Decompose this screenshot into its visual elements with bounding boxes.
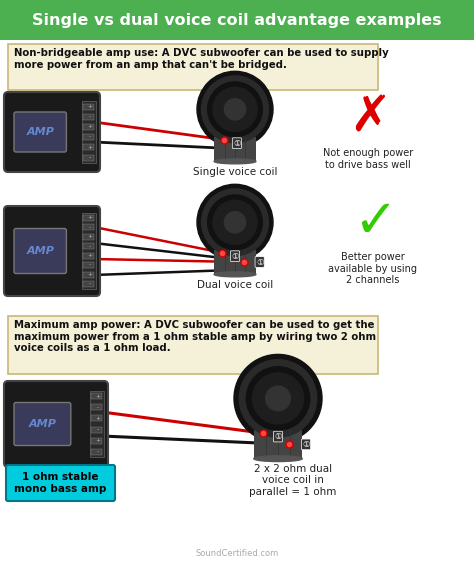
FancyBboxPatch shape	[82, 213, 96, 289]
Text: Dual voice coil: Dual voice coil	[197, 280, 273, 290]
Ellipse shape	[214, 272, 256, 277]
FancyBboxPatch shape	[4, 206, 100, 296]
Text: 1 ohm stable
mono bass amp: 1 ohm stable mono bass amp	[14, 472, 106, 494]
Text: +: +	[95, 416, 100, 421]
Circle shape	[197, 184, 273, 260]
Circle shape	[208, 195, 263, 249]
FancyBboxPatch shape	[83, 104, 94, 109]
Text: Non-bridgeable amp use: A DVC subwoofer can be used to supply
more power from an: Non-bridgeable amp use: A DVC subwoofer …	[14, 48, 389, 70]
FancyBboxPatch shape	[14, 112, 66, 152]
FancyBboxPatch shape	[83, 225, 94, 230]
Text: +: +	[87, 104, 92, 109]
Text: +: +	[87, 253, 92, 258]
FancyBboxPatch shape	[214, 249, 256, 274]
FancyBboxPatch shape	[91, 438, 102, 443]
Circle shape	[213, 200, 257, 244]
FancyBboxPatch shape	[91, 416, 102, 421]
Text: +: +	[87, 145, 92, 150]
Text: SoundCertified.com: SoundCertified.com	[195, 549, 279, 558]
Text: ①: ①	[302, 440, 310, 449]
FancyBboxPatch shape	[14, 403, 71, 446]
Text: ①: ①	[231, 252, 239, 261]
Text: -: -	[89, 134, 91, 139]
Circle shape	[224, 99, 246, 120]
FancyBboxPatch shape	[83, 144, 94, 150]
FancyBboxPatch shape	[83, 134, 94, 140]
FancyBboxPatch shape	[90, 391, 104, 457]
FancyBboxPatch shape	[83, 124, 94, 130]
Text: +: +	[87, 215, 92, 221]
Text: -: -	[89, 263, 91, 268]
Circle shape	[224, 211, 246, 233]
Text: -: -	[89, 244, 91, 249]
FancyBboxPatch shape	[82, 101, 96, 163]
FancyBboxPatch shape	[4, 381, 108, 467]
Text: +: +	[87, 272, 92, 277]
Text: Single vs dual voice coil advantage examples: Single vs dual voice coil advantage exam…	[32, 12, 442, 28]
Circle shape	[201, 76, 268, 143]
Circle shape	[201, 189, 268, 256]
Text: +: +	[87, 124, 92, 129]
FancyBboxPatch shape	[0, 0, 474, 40]
Text: Not enough power
to drive bass well: Not enough power to drive bass well	[323, 148, 413, 170]
FancyBboxPatch shape	[83, 262, 94, 268]
FancyBboxPatch shape	[4, 92, 100, 172]
Text: -: -	[89, 225, 91, 230]
FancyBboxPatch shape	[83, 234, 94, 240]
Text: ①: ①	[274, 432, 282, 441]
Circle shape	[266, 386, 290, 411]
FancyBboxPatch shape	[83, 114, 94, 120]
Text: -: -	[97, 405, 99, 410]
Text: -: -	[97, 449, 99, 454]
Ellipse shape	[214, 159, 256, 164]
Circle shape	[239, 359, 317, 437]
Circle shape	[234, 354, 322, 442]
FancyBboxPatch shape	[91, 426, 102, 433]
FancyBboxPatch shape	[91, 393, 102, 399]
FancyBboxPatch shape	[91, 448, 102, 455]
FancyBboxPatch shape	[83, 281, 94, 287]
Circle shape	[208, 82, 263, 137]
Text: AMP: AMP	[26, 127, 54, 137]
FancyBboxPatch shape	[83, 253, 94, 259]
Circle shape	[253, 373, 303, 424]
Text: ✓: ✓	[353, 196, 397, 248]
Text: 2 x 2 ohm dual
voice coil in
parallel = 1 ohm: 2 x 2 ohm dual voice coil in parallel = …	[249, 464, 337, 497]
FancyBboxPatch shape	[214, 137, 256, 162]
FancyBboxPatch shape	[83, 215, 94, 221]
FancyBboxPatch shape	[8, 316, 378, 374]
Text: AMP: AMP	[26, 246, 54, 256]
Text: ✗: ✗	[349, 94, 391, 142]
Text: -: -	[89, 281, 91, 286]
Text: +: +	[95, 394, 100, 399]
FancyBboxPatch shape	[83, 272, 94, 278]
FancyBboxPatch shape	[254, 430, 302, 459]
Text: -: -	[89, 114, 91, 119]
FancyBboxPatch shape	[83, 154, 94, 160]
FancyBboxPatch shape	[14, 229, 66, 273]
Text: Single voice coil: Single voice coil	[193, 167, 277, 177]
Circle shape	[213, 87, 257, 132]
Text: +: +	[87, 234, 92, 239]
FancyBboxPatch shape	[8, 44, 378, 90]
Text: -: -	[97, 427, 99, 432]
FancyBboxPatch shape	[91, 404, 102, 411]
FancyBboxPatch shape	[83, 243, 94, 249]
Ellipse shape	[254, 456, 302, 462]
FancyBboxPatch shape	[6, 465, 115, 501]
Circle shape	[246, 367, 310, 430]
Circle shape	[197, 71, 273, 147]
Text: ①: ①	[256, 257, 264, 266]
Text: Maximum amp power: A DVC subwoofer can be used to get the
maximum power from a 1: Maximum amp power: A DVC subwoofer can b…	[14, 320, 376, 353]
Text: AMP: AMP	[28, 419, 56, 429]
Text: +: +	[95, 438, 100, 443]
Text: -: -	[89, 155, 91, 160]
Text: ①: ①	[233, 139, 241, 147]
Text: Better power
available by using
2 channels: Better power available by using 2 channe…	[328, 252, 418, 285]
